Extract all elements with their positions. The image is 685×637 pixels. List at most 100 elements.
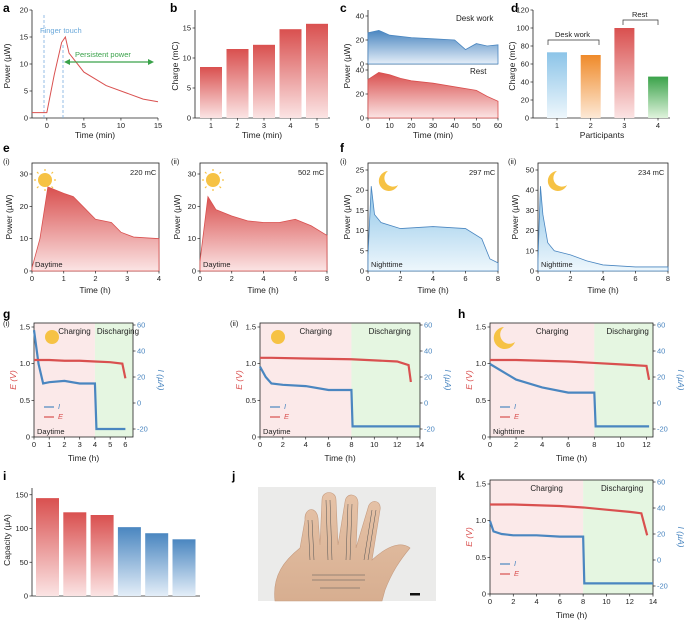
panel-b: Charge (mC) Time (min) 1 2 3 4 5 0 5 10 15 (170, 10, 330, 140)
panel-i-bar (63, 512, 87, 596)
panel-f-ii-ytick-label: 10 (526, 246, 534, 255)
legend-i-label: I (514, 402, 516, 411)
panel-d-bar (614, 28, 635, 118)
panel-a-finger-touch: Finger touch (40, 26, 82, 35)
charging-label: Charging (299, 327, 331, 336)
ylabel-right: I (µA) (156, 370, 166, 391)
panel-g(i)-right-ytick-label: 40 (137, 347, 145, 356)
ylabel-left: E (V) (8, 370, 18, 390)
panel-c-rest-label: Rest (470, 67, 487, 76)
legend-i-label: I (514, 559, 516, 568)
ylabel-right: I (µA) (676, 370, 685, 391)
xlabel: Time (h) (556, 453, 587, 463)
panel-h-xtick-label: 2 (514, 440, 518, 449)
panel-k-left-ytick-label: 0 (482, 590, 486, 599)
panel-f-ii-xlabel: Time (h) (587, 285, 618, 295)
legend-e-label: E (514, 569, 520, 578)
panel-e-ii-ytick-label: 20 (188, 202, 196, 211)
charging-label: Charging (530, 484, 562, 493)
panel-e-ii-xtick-label: 2 (230, 274, 234, 283)
panel-c-xtick-label: 40 (450, 121, 458, 130)
panel-k-xtick-label: 8 (581, 597, 585, 606)
panel-f-i-ytick-label: 15 (356, 206, 364, 215)
panel-b-ytick-label: 15 (183, 24, 191, 33)
panel-c-bot-ytick-label: 20 (356, 90, 364, 99)
panel-e-i-xtick-label: 2 (93, 274, 97, 283)
panel-k-xtick-label: 2 (511, 597, 515, 606)
panel-e-i-ylabel: Power (µW) (4, 194, 14, 239)
panel-d-ytick-label: 100 (516, 24, 529, 33)
panel-c-bot-ytick-label: 0 (360, 114, 364, 123)
plot-frame (259, 322, 421, 438)
panel-e-i-xtick-label: 4 (157, 274, 161, 283)
panel-d-ytick-label: 40 (521, 78, 529, 87)
panel-label-i: i (3, 469, 6, 483)
panel-label-h: h (458, 307, 465, 321)
panel-c-top-ytick-label: 0 (360, 60, 364, 69)
panel-d-xtick-label: 2 (589, 121, 593, 130)
panel-g(ii)-xtick-label: 10 (370, 440, 378, 449)
panel-e-sub-i: (i) (3, 157, 10, 166)
panel-g-sub-i: (i) (3, 319, 10, 328)
panel-i-ylabel: Capacity (µA) (2, 514, 12, 566)
panel-b-xtick-label: 3 (262, 121, 266, 130)
panel-f-i-area (367, 186, 499, 272)
panel-f-ii-xtick-label: 2 (568, 274, 572, 283)
panel-label-f: f (340, 141, 345, 155)
panel-f-i-tag: Nighttime (371, 260, 403, 269)
legend-e-label: E (514, 412, 520, 421)
panel-h-xtick-label: 10 (616, 440, 624, 449)
panel-g(ii)-right-ytick-label: 0 (424, 399, 428, 408)
panel-f-ii-xtick-label: 8 (666, 274, 670, 283)
panel-h-right-ytick-label: 60 (657, 321, 665, 330)
panel-g(i)-xtick-label: 0 (32, 440, 36, 449)
xlabel: Time (h) (556, 610, 587, 620)
panel-g(ii)-right-ytick-label: 40 (424, 347, 432, 356)
panel-d-bar (648, 76, 669, 118)
panel-d-xtick-label: 4 (656, 121, 660, 130)
panel-g(ii)-xtick-label: 14 (416, 440, 424, 449)
legend-e-label: E (284, 412, 290, 421)
current-line (489, 363, 650, 428)
panel-k-left-ytick-label: 1.5 (476, 480, 486, 489)
panel-g(ii)-left-ytick-label: 0.5 (246, 396, 256, 405)
panel-i-bar (90, 515, 114, 596)
legend-i-label: I (284, 402, 286, 411)
plot-frame (489, 322, 654, 438)
panel-b-bar (226, 49, 249, 118)
panel-h-xtick-label: 12 (642, 440, 650, 449)
charging-label: Charging (58, 327, 90, 336)
panel-g(ii)-right-ytick-label: 60 (424, 321, 432, 330)
panel-b-xtick-label: 2 (235, 121, 239, 130)
panel-d-xtick-label: 3 (622, 121, 626, 130)
panel-g-extra: (i) (ii) (3, 319, 239, 328)
panel-g(ii)-xtick-label: 2 (281, 440, 285, 449)
panel-f-ii-ytick-label: 0 (530, 267, 534, 276)
panel-c-desk-work-area (367, 29, 499, 65)
panel-f-i-xtick-label: 8 (496, 274, 500, 283)
panel-c-bot-ytick-label: 40 (356, 66, 364, 75)
discharging-label: Discharging (607, 327, 649, 336)
panel-b-xlabel: Time (min) (242, 130, 282, 140)
panel-g(i)-left-ytick-label: 1.0 (20, 359, 30, 368)
panel-e-i-area (31, 186, 160, 272)
sensor-wires (307, 499, 377, 589)
panel-e-ii-ylabel: Power (µW) (172, 194, 182, 239)
panel-k-xtick-label: 0 (488, 597, 492, 606)
panel-g(i)-xtick-label: 3 (78, 440, 82, 449)
panel-g(ii)-xtick-label: 6 (326, 440, 330, 449)
legend-i-label: I (58, 402, 60, 411)
current-line (32, 330, 126, 431)
panel-d-xtick-label: 1 (555, 121, 559, 130)
panel-b-bar (253, 44, 275, 118)
condition-tag: Nighttime (493, 427, 525, 436)
panel-c-xtick-label: 30 (429, 121, 437, 130)
panel-f-i-charge: 297 mC (469, 168, 496, 177)
panel-b-xtick-label: 4 (288, 121, 292, 130)
panel-d-desk-work-label: Desk work (555, 30, 590, 39)
ylabel-left: E (V) (464, 527, 474, 547)
panel-c-xtick-label: 50 (472, 121, 480, 130)
panel-label-b: b (170, 1, 177, 15)
panel-f-i-xtick-label: 0 (366, 274, 370, 283)
